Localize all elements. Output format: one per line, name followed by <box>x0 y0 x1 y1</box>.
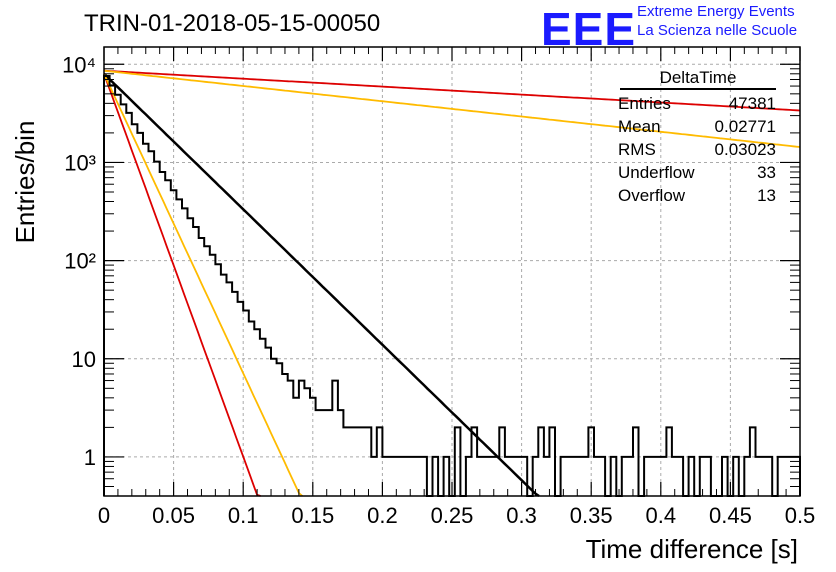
x-tick-label: 0.15 <box>291 503 334 528</box>
eee-logo: EEE <box>541 3 637 55</box>
stats-label: Overflow <box>618 186 686 205</box>
y-tick-label: 10³ <box>64 150 96 175</box>
fit-curve-red <box>103 69 801 112</box>
fit-curve-black <box>103 72 540 498</box>
logo-subtitle-2: La Scienza nelle Scuole <box>637 22 798 39</box>
chart-title: TRIN-01-2018-05-15-00050 <box>84 10 381 37</box>
x-tick-label: 0.45 <box>709 503 752 528</box>
grid <box>104 47 800 496</box>
stats-label: Underflow <box>618 163 695 182</box>
y-tick-label: 1 <box>84 445 96 470</box>
x-tick-label: 0.1 <box>228 503 259 528</box>
x-tick-label: 0.3 <box>506 503 537 528</box>
stats-value: 13 <box>757 186 776 205</box>
stats-value: 47381 <box>728 94 776 113</box>
histogram <box>103 75 801 497</box>
x-axis-label: Time difference [s] <box>586 534 798 564</box>
stats-row: Mean 0.02771 <box>612 115 776 138</box>
y-axis-label: Entries/bin <box>10 121 40 244</box>
stats-value: 0.03023 <box>714 140 776 159</box>
stats-value: 33 <box>757 163 776 182</box>
stats-value: 0.02771 <box>714 117 776 136</box>
x-tick-labels: 0 0.05 0.1 0.15 0.2 0.25 0.3 0.35 0.4 0.45 0.5 <box>98 503 815 528</box>
y-tick-label: 10 <box>72 347 96 372</box>
stats-label: RMS <box>618 140 656 159</box>
stats-box: DeltaTime Entries 47381 Mean 0.02771 RMS 0.… <box>612 68 776 207</box>
curves <box>103 69 801 498</box>
x-tick-label: 0.4 <box>646 503 677 528</box>
stats-title: DeltaTime <box>659 68 737 87</box>
stats-row: Underflow 33 <box>612 161 776 184</box>
y-tick-labels: 1 10 10² 10³ 10⁴ <box>62 52 96 470</box>
fit-curve-red <box>103 73 261 497</box>
y-tick-label: 10² <box>64 249 96 274</box>
x-tick-label: 0.05 <box>152 503 195 528</box>
x-tick-label: 0.25 <box>431 503 474 528</box>
fit-curve-orange <box>103 69 801 148</box>
axis-ticks <box>103 47 801 496</box>
stats-label: Mean <box>618 117 661 136</box>
x-tick-label: 0.35 <box>570 503 613 528</box>
stats-row: Overflow 13 <box>612 184 776 207</box>
x-tick-label: 0 <box>98 503 110 528</box>
stats-row: RMS 0.03023 <box>612 138 776 161</box>
stats-divider <box>620 88 776 90</box>
stats-label: Entries <box>618 94 671 113</box>
stats-row: Entries 47381 <box>612 92 776 115</box>
x-tick-label: 0.5 <box>785 503 816 528</box>
y-tick-label: 10⁴ <box>62 52 96 77</box>
x-tick-label: 0.2 <box>367 503 398 528</box>
fit-curve-orange <box>103 73 303 497</box>
logo-subtitle-1: Extreme Energy Events <box>637 3 795 20</box>
